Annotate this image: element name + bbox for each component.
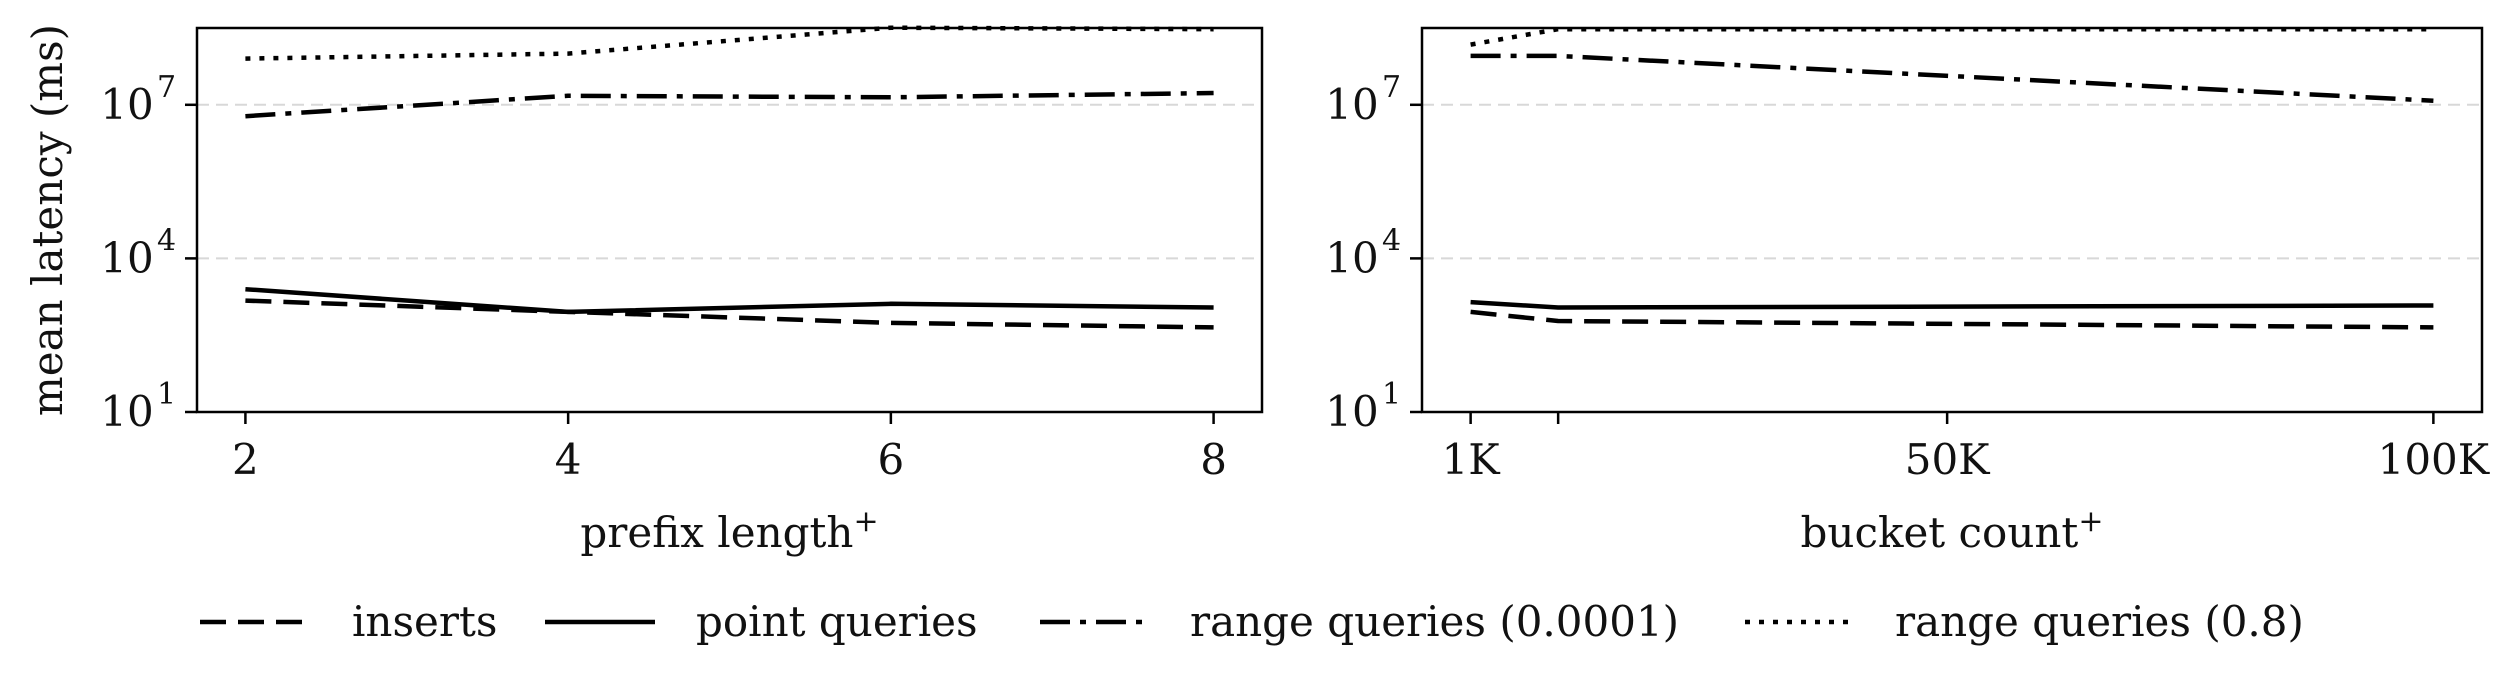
x-axis-label: bucket count+ <box>1801 504 2104 557</box>
x-tick-label: 2 <box>232 435 259 484</box>
series-line-inserts <box>1470 309 2434 330</box>
y-tick-exponent: 4 <box>157 223 176 258</box>
y-tick-label: 10 <box>1325 387 1378 436</box>
x-tick-label: 1K <box>1442 435 1502 484</box>
series-line-range-queries-0-8- <box>245 25 1214 61</box>
legend-label: inserts <box>352 597 497 646</box>
y-tick-label: 10 <box>100 233 153 282</box>
y-axis-label: mean latency (ms) <box>23 24 72 416</box>
y-tick-exponent: 1 <box>1382 377 1401 412</box>
plot-frame <box>1420 26 2484 414</box>
y-tick-label: 10 <box>1325 80 1378 129</box>
y-tick-label: 10 <box>1325 233 1378 282</box>
series-line-range-queries-0-0001- <box>1470 53 2434 103</box>
plot-frame <box>195 26 1264 414</box>
series-line-point-queries <box>245 286 1214 315</box>
series-line-range-queries-0-8- <box>1470 26 2434 47</box>
x-tick-label: 8 <box>1200 435 1227 484</box>
legend: inserts point queries range queries (0.000… <box>200 597 2304 646</box>
legend-label: point queries <box>696 597 978 646</box>
y-tick-exponent: 7 <box>1382 70 1401 105</box>
legend-label: range queries (0.0001) <box>1190 597 1679 646</box>
series-line-range-queries-0-0001- <box>245 90 1214 119</box>
y-tick-exponent: 4 <box>1382 223 1401 258</box>
y-tick-label: 10 <box>100 80 153 129</box>
x-tick-label: 4 <box>555 435 582 484</box>
y-tick-exponent: 1 <box>157 377 176 412</box>
y-tick-label: 10 <box>100 387 153 436</box>
x-axis-label: prefix length+ <box>580 504 878 557</box>
series-line-inserts <box>245 298 1214 330</box>
series-line-point-queries <box>1470 299 2434 310</box>
x-tick-label: 6 <box>877 435 904 484</box>
legend-label: range queries (0.8) <box>1895 597 2304 646</box>
x-tick-label: 100K <box>2378 435 2491 484</box>
x-tick-label: 50K <box>1905 435 1991 484</box>
y-tick-exponent: 7 <box>157 70 176 105</box>
